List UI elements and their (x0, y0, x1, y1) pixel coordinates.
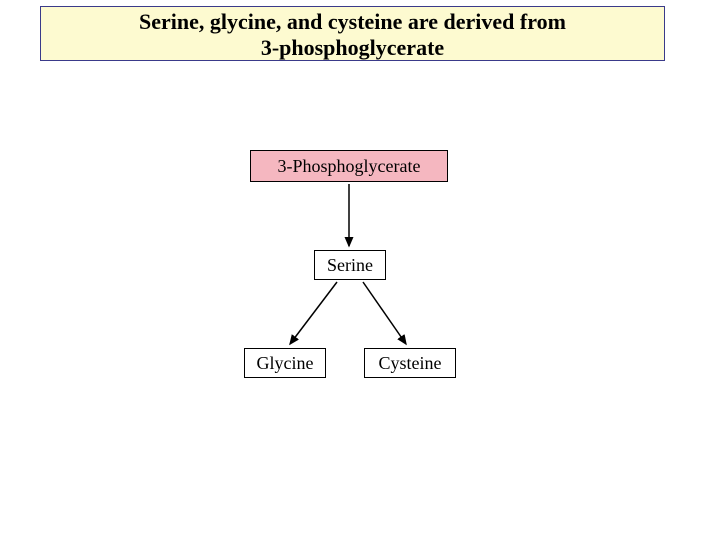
node-glycine: Glycine (244, 348, 326, 378)
edge-serine-cysteine (363, 282, 406, 344)
node-cysteine: Cysteine (364, 348, 456, 378)
node-serine: Serine (314, 250, 386, 280)
edge-serine-glycine (290, 282, 337, 344)
flowchart: 3-Phosphoglycerate Serine Glycine Cystei… (0, 0, 720, 540)
node-3-phosphoglycerate: 3-Phosphoglycerate (250, 150, 448, 182)
